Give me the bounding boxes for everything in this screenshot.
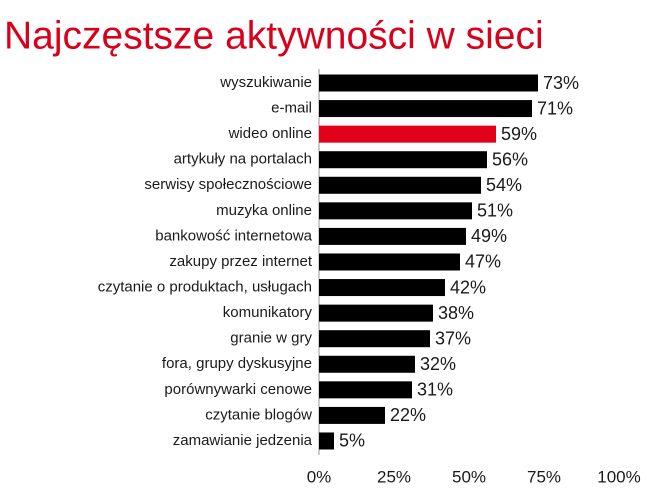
- value-label: 56%: [492, 149, 528, 169]
- value-label: 49%: [471, 226, 507, 246]
- category-label: wyszukiwanie: [219, 74, 312, 91]
- x-tick-label: 0%: [307, 467, 332, 486]
- category-label: e-mail: [271, 100, 312, 117]
- value-label: 42%: [450, 277, 486, 297]
- x-tick-label: 50%: [452, 467, 486, 486]
- category-label: fora, grupy dyskusyjne: [162, 355, 312, 372]
- value-label: 31%: [417, 380, 453, 400]
- bar: [319, 406, 385, 424]
- category-label: czytanie o produktach, usługach: [98, 279, 312, 296]
- bar: [319, 279, 445, 297]
- category-label: serwisy społecznościowe: [144, 176, 312, 193]
- value-label: 73%: [543, 73, 579, 93]
- value-label: 22%: [390, 405, 426, 425]
- value-label: 5%: [339, 431, 365, 451]
- x-tick-label: 75%: [527, 467, 561, 486]
- category-label: zakupy przez internet: [169, 253, 312, 270]
- category-label: porównywarki cenowe: [164, 381, 312, 398]
- category-label: czytanie blogów: [205, 406, 312, 423]
- bar: [319, 227, 466, 245]
- category-label: zamawianie jedzenia: [173, 432, 313, 449]
- value-label: 47%: [465, 252, 501, 272]
- x-tick-label: 25%: [377, 467, 411, 486]
- bar: [319, 125, 496, 143]
- category-label: wideo online: [228, 125, 312, 142]
- category-label: artykuły na portalach: [174, 151, 312, 168]
- category-label: bankowość internetowa: [155, 227, 312, 244]
- value-label: 54%: [486, 175, 522, 195]
- bar: [319, 100, 532, 118]
- bar: [319, 330, 430, 348]
- value-label: 71%: [537, 98, 573, 118]
- value-label: 51%: [477, 201, 513, 221]
- bar: [319, 202, 472, 220]
- bar: [319, 381, 412, 399]
- value-label: 37%: [435, 328, 471, 348]
- chart-title: Najczęstsze aktywności w sieci: [4, 14, 544, 57]
- x-tick-label: 100%: [597, 467, 640, 486]
- bar: [319, 176, 481, 194]
- bar: [319, 355, 415, 373]
- value-label: 59%: [501, 124, 537, 144]
- value-label: 32%: [420, 354, 456, 374]
- category-label: granie w gry: [230, 330, 312, 347]
- bar: [319, 304, 433, 322]
- category-label: komunikatory: [223, 304, 313, 321]
- bar: [319, 74, 538, 92]
- value-label: 38%: [438, 303, 474, 323]
- category-label: muzyka online: [216, 202, 312, 219]
- bar: [319, 432, 334, 450]
- bar: [319, 151, 487, 169]
- bar: [319, 253, 460, 271]
